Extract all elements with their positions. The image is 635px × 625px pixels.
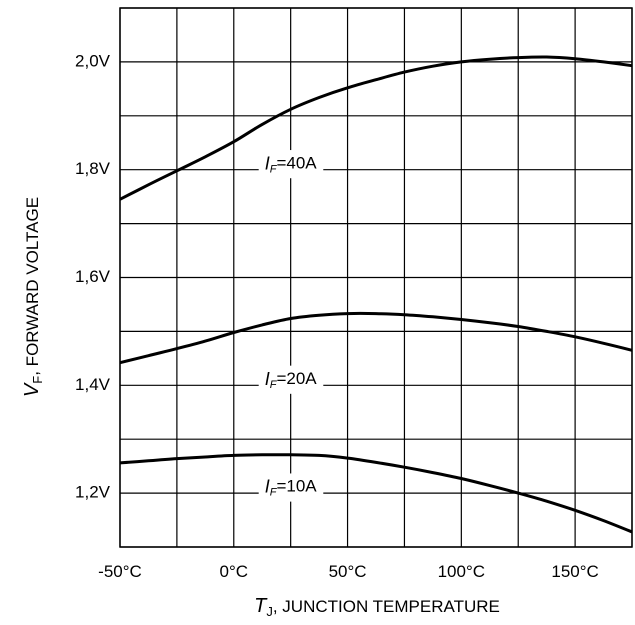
y-tick-label: 1,2V <box>75 483 111 502</box>
y-tick-label: 2,0V <box>75 51 111 70</box>
curve-labels: IF=40A IF=20A IF=10A <box>258 150 324 502</box>
plot-frame <box>119 7 633 548</box>
x-tick-label: 150°C <box>551 562 598 581</box>
y-tick-labels: 1,2V 1,4V 1,6V 1,8V 2,0V <box>75 51 111 501</box>
series-line-20A <box>119 311 633 365</box>
x-axis-symbol: T <box>254 595 268 617</box>
x-tick-label: 0°C <box>220 562 249 581</box>
grid <box>119 7 633 548</box>
y-tick-label: 1,8V <box>75 159 111 178</box>
series-label-40A: IF=40A <box>265 153 318 175</box>
series-line-10A <box>119 453 633 534</box>
x-axis-text: , JUNCTION TEMPERATURE <box>273 597 500 616</box>
x-tick-label: -50°C <box>98 562 142 581</box>
x-axis-title: TJ, JUNCTION TEMPERATURE <box>254 595 500 619</box>
series-label-10A: IF=10A <box>265 476 318 498</box>
y-axis-symbol: V <box>21 382 43 397</box>
series-label-bg-40A <box>258 150 324 179</box>
series-label-bg-10A <box>258 473 324 502</box>
series-label-20A: IF=20A <box>265 369 318 391</box>
y-axis-subscript: F <box>30 376 45 384</box>
y-tick-label: 1,4V <box>75 375 111 394</box>
y-axis-text: , FORWARD VOLTAGE <box>23 197 42 376</box>
x-axis-subscript: J <box>266 604 273 619</box>
x-tick-label: 50°C <box>329 562 367 581</box>
series-label-bg-20A <box>258 365 324 394</box>
y-axis-title: VF, FORWARD VOLTAGE <box>21 197 45 397</box>
series-line-40A <box>119 55 633 201</box>
y-tick-label: 1,6V <box>75 267 111 286</box>
x-tick-label: 100°C <box>438 562 485 581</box>
curves <box>119 55 633 534</box>
x-tick-labels: -50°C 0°C 50°C 100°C 150°C <box>98 562 599 581</box>
